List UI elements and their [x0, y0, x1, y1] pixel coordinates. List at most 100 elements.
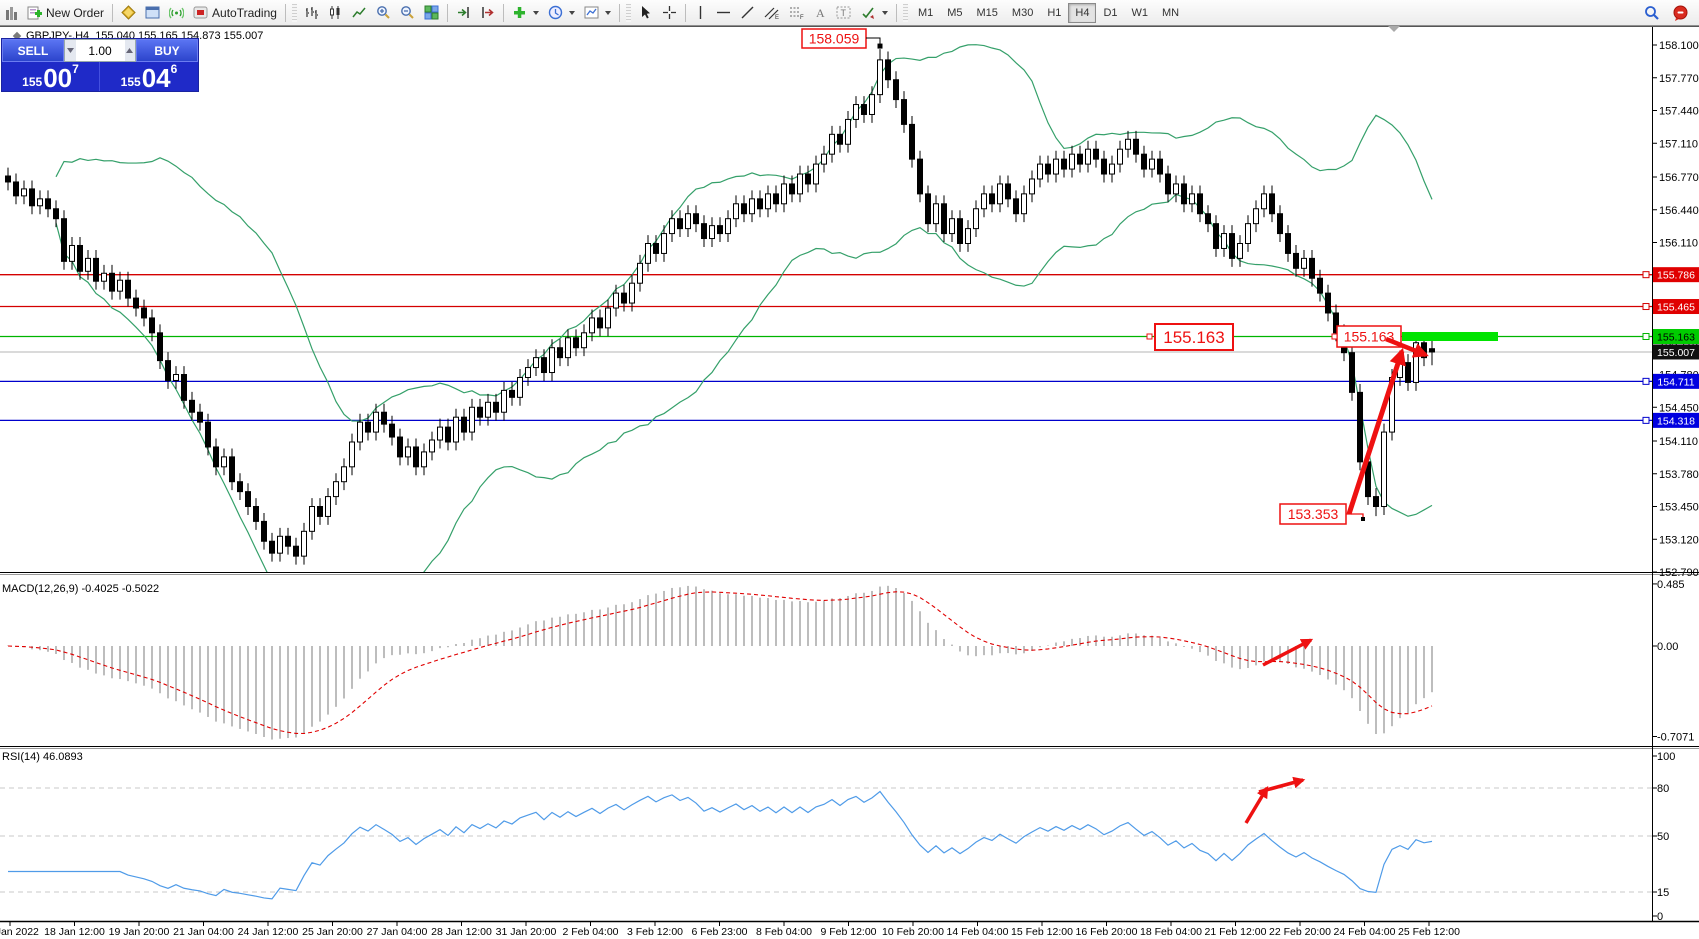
rsi-line [8, 790, 1433, 900]
profiles-button[interactable] [141, 2, 164, 23]
trend-arrows[interactable] [1244, 336, 1429, 824]
crosshair-button[interactable] [658, 2, 681, 23]
expert-advisors-button[interactable] [117, 2, 140, 23]
candle [45, 198, 51, 210]
annotation-box[interactable] [1154, 323, 1234, 351]
trendline-button[interactable] [736, 2, 759, 23]
indicators-dropdown-caret [532, 10, 539, 15]
arrows-button[interactable] [857, 2, 892, 23]
candle [525, 367, 531, 378]
timeframe-m30-button[interactable]: M30 [1005, 3, 1040, 23]
cursor-button[interactable] [634, 2, 657, 23]
candle [165, 360, 171, 381]
indicators-icon [513, 7, 525, 18]
text-button[interactable]: A [810, 2, 831, 23]
text-label-icon: T [836, 6, 851, 19]
time-tick-label: 21 Jan 04:00 [173, 926, 234, 938]
text-icon: A [816, 6, 825, 20]
trendline-icon [741, 6, 754, 19]
candle [365, 421, 371, 433]
timeframe-toolbar: M1 M5 M15 M30 H1 H4 D1 W1 MN [911, 2, 1186, 23]
red-arrow[interactable] [1385, 336, 1429, 358]
red-arrow[interactable] [1262, 638, 1314, 667]
candle [1069, 153, 1075, 170]
vertical-line-button[interactable] [690, 2, 711, 23]
sell-price[interactable]: 155 00 7 [2, 62, 100, 91]
auto-scroll-button[interactable] [452, 2, 475, 23]
red-arrow[interactable] [1346, 347, 1406, 515]
candle [637, 262, 643, 284]
chart-shift-button[interactable] [476, 2, 499, 23]
level-handle[interactable] [1642, 332, 1650, 340]
timeframe-h4-button[interactable]: H4 [1068, 2, 1097, 23]
autotrading-icon [193, 6, 208, 19]
timeframe-w1-button[interactable]: W1 [1125, 3, 1156, 23]
volume-decrease-button[interactable] [65, 40, 76, 61]
sell-button[interactable]: SELL [2, 39, 64, 62]
level-handle[interactable] [1642, 271, 1650, 279]
price-axis[interactable]: 158.100 157.770 157.440 157.110 156.770 156.4… [1642, 40, 1699, 579]
candle [629, 282, 635, 304]
candle [477, 406, 483, 418]
level-handle[interactable] [1642, 416, 1650, 424]
horizontal-line-icon [716, 11, 730, 14]
candle [725, 218, 731, 235]
red-arrow[interactable] [1258, 776, 1306, 794]
time-tick-label: 6 Feb 23:00 [691, 926, 747, 938]
candle [1357, 391, 1363, 463]
toolbar-separator [112, 3, 114, 22]
rsi-axis[interactable]: 100 80 50 15 0 [1652, 751, 1675, 923]
equidistant-channel-button[interactable]: E [760, 2, 784, 23]
notifications-button[interactable] [1668, 2, 1693, 23]
signals-button[interactable] [165, 2, 188, 23]
autotrading-button[interactable]: AutoTrading [189, 2, 281, 23]
bar-chart-button[interactable] [300, 2, 323, 23]
candle [237, 481, 243, 493]
toolbar-separator [502, 3, 504, 22]
candle [781, 183, 787, 205]
macd-indicator-label: MACD(12,26,9) -0.4025 -0.5022 [2, 583, 160, 595]
chart-annotations[interactable]: 158.059 155.163 155.163 153.353 [801, 28, 1402, 525]
macd-axis[interactable]: 0.485 0.00 -0.7071 [1652, 579, 1694, 744]
search-button[interactable] [1640, 2, 1664, 23]
level-handle[interactable] [1642, 377, 1650, 385]
red-arrow[interactable] [1244, 785, 1269, 824]
price-tick-label: 157.440 [1659, 106, 1699, 118]
candle [429, 439, 435, 453]
candle [581, 332, 587, 349]
buy-button[interactable]: BUY [136, 39, 198, 62]
line-chart-button[interactable] [348, 2, 371, 23]
periods-button[interactable] [544, 2, 579, 23]
tile-windows-button[interactable] [420, 2, 443, 23]
volume-increase-button[interactable] [124, 40, 135, 61]
timeframe-m15-button[interactable]: M15 [970, 3, 1005, 23]
buy-price[interactable]: 155 04 6 [120, 62, 178, 93]
text-label-button[interactable]: T [832, 2, 856, 23]
level-handle[interactable] [1642, 303, 1650, 311]
candlestick-chart-button[interactable] [324, 2, 347, 23]
indicators-button[interactable] [508, 2, 543, 23]
svg-text:F: F [800, 15, 804, 20]
timeframe-mn-button[interactable]: MN [1155, 3, 1186, 23]
rsi-tick-label: 15 [1657, 887, 1669, 899]
arrows-dropdown-caret [881, 10, 888, 15]
chart-canvas[interactable]: 158.100 157.770 157.440 157.110 156.770 156.4… [0, 27, 1699, 939]
time-tick-label: 8 Feb 04:00 [756, 926, 812, 938]
zoom-in-button[interactable] [372, 2, 395, 23]
panel-collapse-caret[interactable] [1388, 26, 1400, 32]
highlight-bar[interactable] [1402, 331, 1498, 341]
horizontal-line-button[interactable] [712, 2, 735, 23]
candle [1269, 193, 1275, 215]
zoom-out-button[interactable] [396, 2, 419, 23]
fibonacci-button[interactable]: F [785, 2, 809, 23]
symbol-chart-button[interactable] [2, 2, 22, 23]
volume-input[interactable] [75, 40, 125, 61]
timeframe-m1-button[interactable]: M1 [911, 3, 940, 23]
timeframe-h1-button[interactable]: H1 [1040, 3, 1068, 23]
timeframe-d1-button[interactable]: D1 [1096, 3, 1124, 23]
candle [381, 411, 387, 425]
templates-button[interactable] [580, 2, 615, 23]
new-order-button[interactable]: New Order [23, 2, 108, 23]
timeframe-m5-button[interactable]: M5 [940, 3, 969, 23]
